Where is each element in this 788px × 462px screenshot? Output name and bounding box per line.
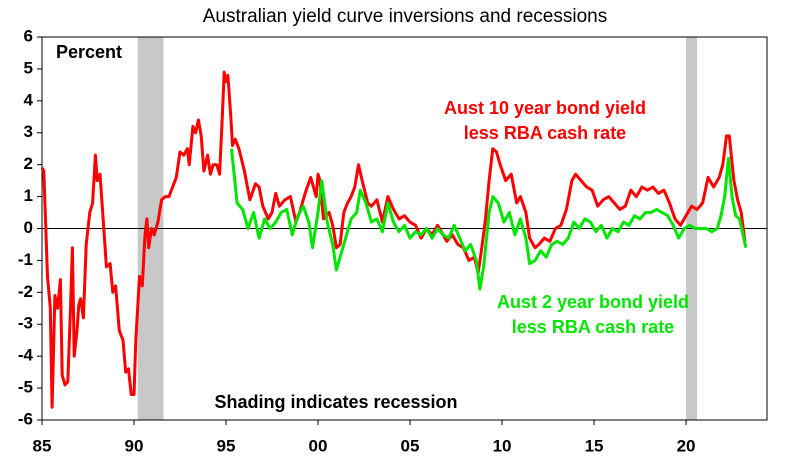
x-tick-label: 95 <box>217 436 236 455</box>
y-tick-label: 0 <box>24 218 33 237</box>
series-label: Aust 10 year bond yield less RBA cash ra… <box>443 98 647 143</box>
x-tick-label: 85 <box>33 436 52 455</box>
y-tick-label: 3 <box>24 122 33 141</box>
y-tick-label: 1 <box>24 186 33 205</box>
y-tick-label: -6 <box>18 409 33 428</box>
y-tick-label: -2 <box>18 282 33 301</box>
x-tick-label: 00 <box>309 436 328 455</box>
chart-title: Australian yield curve inversions and re… <box>203 6 607 27</box>
y-tick-label: -3 <box>18 314 33 333</box>
x-tick-label: 05 <box>401 436 420 455</box>
y-tick-label: -5 <box>18 378 33 397</box>
y-tick-label: 5 <box>24 58 33 77</box>
data-line <box>40 70 747 409</box>
y-tick-label: -1 <box>18 250 33 269</box>
x-tick-label: 15 <box>585 436 604 455</box>
y-tick-label: 2 <box>24 154 33 173</box>
x-tick-label: 20 <box>677 436 696 455</box>
data-line <box>230 148 748 291</box>
y-tick-label: 6 <box>24 26 33 45</box>
annotation: Shading indicates recession <box>214 392 457 412</box>
y-tick-label: -4 <box>18 346 34 365</box>
x-tick-label: 90 <box>125 436 144 455</box>
y-axis-label: Percent <box>56 42 122 62</box>
series-label: Aust 2 year bond yield less RBA cash rat… <box>496 292 690 337</box>
x-tick-label: 10 <box>493 436 512 455</box>
y-tick-label: 4 <box>24 90 34 109</box>
